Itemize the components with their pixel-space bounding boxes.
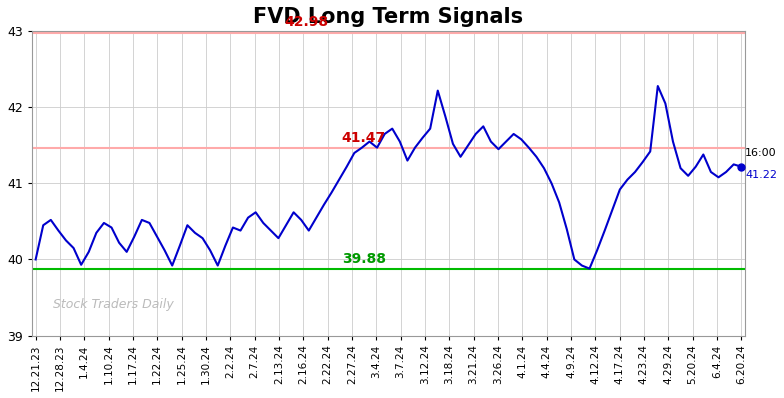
Text: 16:00: 16:00 <box>745 148 777 158</box>
Text: 42.98: 42.98 <box>285 15 328 29</box>
Text: 39.88: 39.88 <box>342 252 386 265</box>
Text: 41.47: 41.47 <box>342 131 386 144</box>
Text: 41.22: 41.22 <box>745 170 777 180</box>
Text: Stock Traders Daily: Stock Traders Daily <box>53 298 174 311</box>
Title: FVD Long Term Signals: FVD Long Term Signals <box>253 7 524 27</box>
